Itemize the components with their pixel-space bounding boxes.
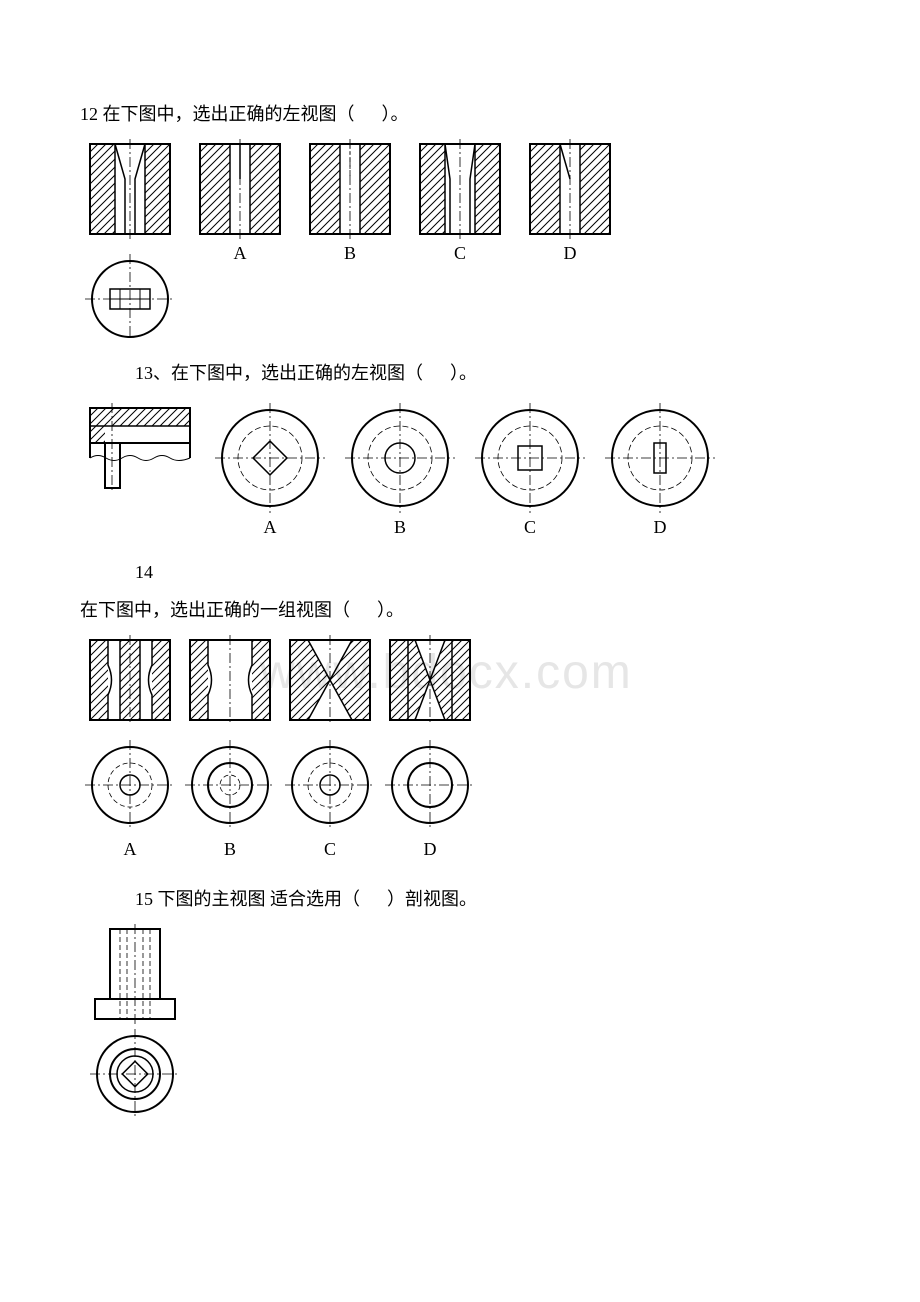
q14-prefix: 在下图中，选出正确的一组视图（: [80, 600, 350, 620]
q12-svg: A B C D: [80, 139, 680, 339]
q15-suffix: ）剖视图。: [387, 889, 477, 909]
q14-label-a: A: [124, 839, 137, 859]
q14-figures: www.bdocx.com: [80, 635, 840, 865]
q13-prefix: 13、在下图中，选出正确的左视图（: [135, 363, 423, 383]
q13-svg: A B C D: [80, 398, 780, 538]
q12-label-b: B: [344, 243, 356, 263]
q14-label-d: D: [424, 839, 437, 859]
q13-label-d: D: [654, 517, 667, 537]
q15-prefix: 15 下图的主视图 适合选用（: [135, 889, 360, 909]
q14-suffix: ）。: [377, 600, 404, 620]
q13-blank: [428, 363, 446, 383]
q14-blank: [355, 600, 373, 620]
q14-label-c: C: [324, 839, 336, 859]
q12-label-a: A: [234, 243, 247, 263]
q14-number: 14: [80, 558, 840, 587]
q15-svg: [80, 924, 200, 1124]
q14-text: 在下图中，选出正确的一组视图（ ）。: [80, 596, 840, 625]
q13-figures: A B C D: [80, 398, 840, 538]
q13-label-c: C: [524, 517, 536, 537]
q13-suffix: ）。: [450, 363, 477, 383]
q15-text: 15 下图的主视图 适合选用（ ）剖视图。: [80, 885, 840, 914]
q15-figures: [80, 924, 840, 1124]
q13-label-b: B: [394, 517, 406, 537]
q12-prefix: 12 在下图中，选出正确的左视图（: [80, 104, 355, 124]
q12-suffix: ）。: [382, 104, 409, 124]
q12-figures: A B C D: [80, 139, 840, 339]
q15-blank: [365, 889, 383, 909]
q12-label-c: C: [454, 243, 466, 263]
q12-text: 12 在下图中，选出正确的左视图（ ）。: [80, 100, 840, 129]
q14-label-b: B: [224, 839, 236, 859]
q13-text: 13、在下图中，选出正确的左视图（ ）。: [80, 359, 840, 388]
q12-blank: [359, 104, 377, 124]
q13-label-a: A: [264, 517, 277, 537]
q12-label-d: D: [564, 243, 577, 263]
q14-svg: A B C D: [80, 635, 530, 865]
